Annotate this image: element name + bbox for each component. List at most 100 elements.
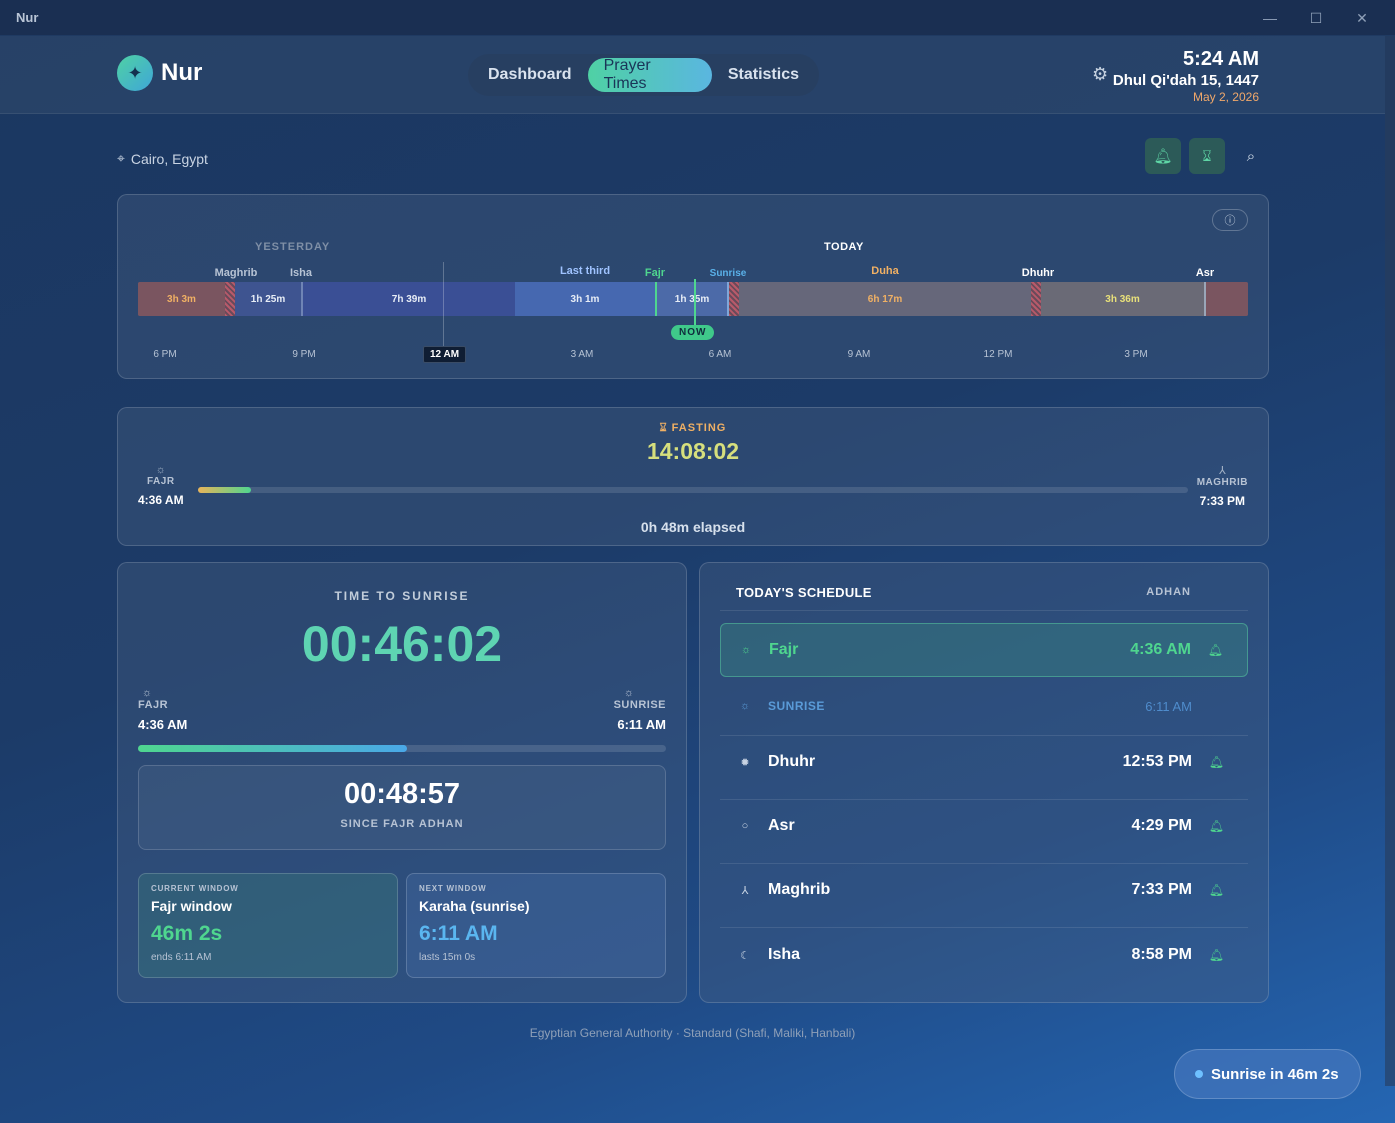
- now-badge: NOW: [671, 325, 715, 340]
- divider: [720, 799, 1248, 800]
- countdown-start-name: FAJR: [138, 699, 169, 711]
- schedule-row-dhuhr[interactable]: ✹ Dhuhr 12:53 PM 🔔︎: [720, 735, 1248, 789]
- schedule-row-asr[interactable]: ○ Asr 4:29 PM 🔔︎: [720, 799, 1248, 853]
- prayer-time: 6:11 AM: [1145, 698, 1192, 714]
- current-window-value: 46m 2s: [151, 922, 223, 945]
- label-fajr: Fajr: [644, 267, 666, 279]
- karaha-marker: [225, 282, 235, 316]
- now-line: [694, 279, 696, 325]
- gregorian-date: May 2, 2026: [1192, 90, 1259, 104]
- bell-icon[interactable]: 🔔︎: [1208, 883, 1224, 897]
- label-sunrise: Sunrise: [709, 268, 747, 279]
- sun-rising-icon: ☼: [740, 644, 752, 656]
- divider: [720, 610, 1248, 611]
- next-window-value: 6:11 AM: [419, 922, 498, 945]
- schedule-row-fajr[interactable]: ☼ Fajr 4:36 AM 🔔︎: [720, 623, 1248, 677]
- timeline-bar[interactable]: 3h 3m 1h 25m 7h 39m 3h 1m 1h 35m 6h 17m …: [138, 282, 1248, 316]
- label-maghrib: Maghrib: [214, 267, 258, 279]
- settings-gear-icon[interactable]: ⚙: [1092, 64, 1109, 84]
- asr-marker: [1204, 282, 1206, 316]
- segment-isha-night: 7h 39m: [303, 282, 515, 316]
- label-asr: Asr: [1195, 267, 1215, 279]
- divider: [720, 735, 1248, 736]
- map-pin-icon: ⌖: [117, 150, 125, 166]
- fasting-start-name: FAJR: [147, 476, 175, 487]
- sun-icon: ☼: [142, 687, 153, 699]
- adhan-column-label: ADHAN: [1146, 586, 1191, 598]
- title-bar: Nur — ☐ ✕: [0, 0, 1395, 36]
- next-window-key: NEXT WINDOW: [419, 884, 487, 893]
- prayer-name: Fajr: [769, 641, 799, 658]
- info-icon: ⓘ: [1224, 215, 1236, 227]
- sunrise-icon: ☼: [155, 464, 166, 476]
- bell-icon[interactable]: 🔔︎: [1208, 948, 1224, 962]
- prayer-time: 4:29 PM: [1131, 817, 1192, 834]
- schedule-row-maghrib[interactable]: ⅄ Maghrib 7:33 PM 🔔︎: [720, 863, 1248, 917]
- location-label[interactable]: ⌖ Cairo, Egypt: [117, 150, 208, 167]
- tick-6pm: 6 PM: [153, 349, 177, 360]
- close-button[interactable]: ✕: [1356, 9, 1368, 26]
- karaha-sunrise-marker: [729, 282, 739, 316]
- sunrise-toast[interactable]: Sunrise in 46m 2s: [1174, 1049, 1361, 1099]
- prayer-name: Asr: [768, 817, 795, 834]
- tick-12pm: 12 PM: [983, 349, 1013, 360]
- schedule-row-isha[interactable]: ☾ Isha 8:58 PM 🔔︎: [720, 928, 1248, 982]
- segment-last-third: 3h 1m: [515, 282, 655, 316]
- tick-9pm: 9 PM: [292, 349, 316, 360]
- fasting-start-time: 4:36 AM: [138, 493, 184, 507]
- notifications-button[interactable]: 🔔︎: [1145, 138, 1181, 174]
- countdown-start: ☼ FAJR 4:36 AM: [138, 687, 187, 732]
- divider: [720, 927, 1248, 928]
- tick-6am: 6 AM: [708, 349, 732, 360]
- fasting-start: ☼ FAJR 4:36 AM: [138, 464, 184, 507]
- isha-marker: [301, 282, 303, 316]
- prayer-name: Maghrib: [768, 881, 831, 898]
- countdown-timer: 00:46:02: [301, 616, 503, 672]
- midnight-badge: 12 AM: [423, 346, 467, 363]
- fasting-end-time: 7:33 PM: [1199, 494, 1246, 508]
- fasting-label: ⌛︎ FASTING: [118, 422, 1268, 435]
- bell-icon[interactable]: 🔔︎: [1207, 643, 1223, 657]
- sunrise-marker: [727, 282, 729, 316]
- divider: [720, 863, 1248, 864]
- fajr-marker: [655, 282, 657, 316]
- calculation-method: Egyptian General Authority · Standard (S…: [529, 1026, 856, 1040]
- countdown-start-time: 4:36 AM: [138, 717, 188, 732]
- main-nav: Dashboard Prayer Times Statistics: [468, 54, 819, 96]
- tab-prayer-times[interactable]: Prayer Times: [587, 57, 712, 92]
- prayer-time: 4:36 AM: [1130, 641, 1191, 658]
- tab-dashboard[interactable]: Dashboard: [488, 66, 572, 83]
- karaha-noon-marker: [1031, 282, 1041, 316]
- prayer-name: SUNRISE: [768, 699, 825, 713]
- fasting-progress-fill: [198, 487, 252, 493]
- maximize-button[interactable]: ☐: [1309, 9, 1323, 26]
- app-logo[interactable]: ✦ Nur: [117, 55, 202, 91]
- segment-asr-maghrib: 3h 3m: [138, 282, 225, 316]
- search-button[interactable]: ⌕: [1233, 138, 1269, 174]
- app-name: Nur: [161, 59, 203, 86]
- info-button[interactable]: ⓘ: [1212, 209, 1248, 231]
- scrollbar[interactable]: [1385, 36, 1395, 1086]
- segment-maghrib-isha: 1h 25m: [235, 282, 301, 316]
- prayer-time: 12:53 PM: [1122, 753, 1192, 770]
- yesterday-label: YESTERDAY: [255, 241, 331, 253]
- header-clock: 5:24 AM Dhul Qi'dah 15, 1447 May 2, 2026: [1113, 48, 1259, 104]
- countdown-end-time: 6:11 AM: [617, 717, 666, 732]
- countdown-card: TIME TO SUNRISE 00:46:02 ☼ FAJR 4:36 AM …: [117, 562, 687, 1003]
- bell-icon[interactable]: 🔔︎: [1208, 819, 1224, 833]
- schedule-title: TODAY'S SCHEDULE: [736, 585, 872, 600]
- bell-icon: 🔔︎: [1153, 148, 1173, 165]
- bell-icon[interactable]: 🔔︎: [1208, 755, 1224, 769]
- since-adhan-label: SINCE FAJR ADHAN: [340, 818, 464, 830]
- tab-statistics[interactable]: Statistics: [727, 66, 799, 83]
- next-window-sub: lasts 15m 0s: [419, 952, 476, 963]
- fasting-toggle-button[interactable]: ⌛︎: [1189, 138, 1225, 174]
- toast-text: Sunrise in 46m 2s: [1211, 1065, 1339, 1083]
- sunrise-icon: ☼: [623, 687, 634, 699]
- fasting-elapsed: 0h 48m elapsed: [640, 519, 746, 535]
- fasting-progress: [198, 487, 1188, 493]
- tick-3pm: 3 PM: [1124, 349, 1148, 360]
- current-window-sub: ends 6:11 AM: [151, 952, 212, 963]
- location-text: Cairo, Egypt: [130, 150, 208, 167]
- minimize-button[interactable]: —: [1263, 10, 1277, 26]
